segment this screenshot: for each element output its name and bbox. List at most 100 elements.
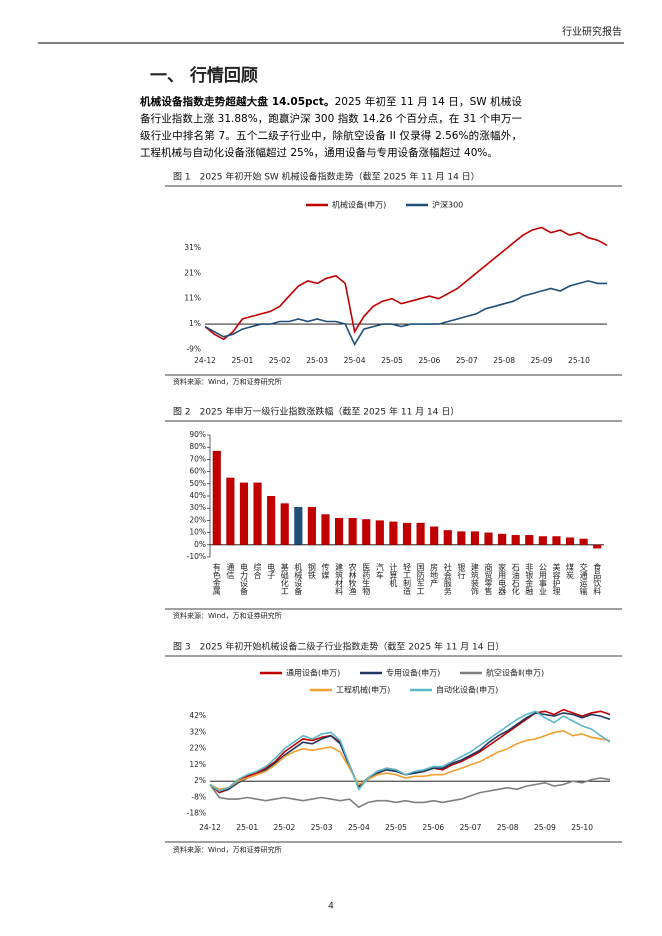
x-tick-label: 25-05: [381, 356, 403, 365]
bar: [239, 482, 249, 545]
bar: [511, 535, 520, 545]
y-tick-label: 1%: [189, 319, 201, 328]
x-tick-label: 25-06: [422, 823, 444, 832]
y-tick-label: -18%: [187, 809, 206, 818]
x-tick-label: 25-06: [418, 356, 440, 365]
x-tick-label: 25-09: [531, 356, 553, 365]
y-tick-label: -9%: [186, 344, 201, 353]
x-tick-label: 25-08: [493, 356, 515, 365]
x-tick-label: 钢铁: [307, 562, 316, 580]
x-tick-label: 通信: [226, 562, 235, 580]
y-tick-label: 20%: [189, 515, 206, 524]
bar: [430, 526, 439, 545]
x-tick-label: 交通运输: [579, 562, 588, 596]
bar: [375, 520, 384, 545]
bar: [402, 522, 412, 545]
x-tick-label: 24-12: [194, 356, 216, 365]
x-tick-label: 有色金属: [212, 562, 221, 596]
bar: [552, 536, 561, 545]
x-tick-label: 美容护理: [552, 562, 561, 595]
x-tick-label: 25-01: [231, 356, 253, 365]
bar: [470, 531, 480, 545]
x-tick-label: 公用事业: [538, 563, 547, 595]
x-tick-label: 25-09: [534, 823, 556, 832]
section-title: 一、 行情回顾: [150, 65, 258, 86]
x-tick-label: 机械设备: [294, 562, 303, 596]
x-tick-label: 建筑装饰: [470, 562, 479, 596]
bar: [389, 521, 398, 545]
legend-label: 自动化设备(申万): [436, 685, 498, 695]
series-line: [209, 710, 611, 792]
x-tick-label: 25-07: [456, 356, 478, 365]
x-tick-label: 国防军工: [416, 563, 425, 595]
bar: [253, 482, 262, 545]
y-tick-label: 50%: [189, 479, 206, 488]
x-tick-label: 汽车: [375, 562, 384, 580]
bar: [267, 496, 276, 545]
y-tick-label: 2%: [194, 776, 206, 785]
x-tick-label: 银行: [457, 562, 466, 580]
header-title: 行业研究报告: [562, 25, 622, 38]
y-tick-label: 60%: [189, 467, 206, 476]
x-tick-label: 建筑材料: [335, 562, 344, 596]
y-tick-label: 21%: [184, 268, 201, 277]
bar: [280, 503, 289, 545]
y-tick-label: 30%: [189, 503, 206, 512]
series-line: [209, 712, 611, 792]
x-tick-label: 25-05: [385, 823, 407, 832]
figure-source: 资料来源：Wind，万和证券研究所: [173, 611, 282, 620]
bar: [457, 531, 466, 545]
x-tick-label: 医药生物: [362, 563, 371, 596]
bar: [565, 537, 575, 545]
series-line: [209, 777, 611, 809]
x-tick-label: 房地产: [430, 562, 439, 588]
bar: [593, 544, 602, 549]
figure-caption: 图 1 2025 年初开始 SW 机械设备指数走势（截至 2025 年 11 月…: [173, 171, 480, 183]
figure-caption: 图 2 2025 年申万一级行业指数涨跌幅（截至 2025 年 11 月 14 …: [173, 406, 459, 418]
x-tick-label: 25-04: [344, 356, 366, 365]
figure-caption: 图 3 2025 年初开始机械设备二级子行业指数走势（截至 2025 年 11 …: [173, 641, 504, 653]
x-tick-label: 25-02: [274, 823, 296, 832]
paragraph-lead: 机械设备指数走势超越大盘 14.05pct。: [140, 96, 335, 108]
x-tick-label: 轻工制造: [403, 562, 412, 596]
y-tick-label: 10%: [189, 528, 206, 537]
x-tick-label: 25-10: [571, 823, 593, 832]
x-tick-label: 电子: [267, 562, 276, 579]
series-line: [209, 729, 611, 791]
x-tick-label: 商贸零售: [484, 562, 493, 596]
bar: [348, 517, 357, 545]
x-tick-label: 25-03: [311, 823, 333, 832]
x-tick-label: 电力设备: [239, 562, 248, 596]
x-tick-label: 25-04: [348, 823, 370, 832]
x-tick-label: 24-12: [199, 823, 221, 832]
y-tick-label: 31%: [184, 243, 201, 252]
paragraph-body: 2025 年初至 11 月 14 日，SW 机械设备行业指数上涨 31.88%，…: [140, 96, 522, 159]
series-line: [204, 280, 607, 347]
bar: [334, 517, 344, 545]
bar: [416, 522, 425, 545]
bar: [484, 532, 493, 545]
bar: [579, 538, 588, 545]
y-tick-label: 12%: [189, 760, 206, 769]
x-tick-label: 综合: [253, 562, 262, 580]
x-tick-label: 基础化工: [280, 562, 289, 595]
y-tick-label: -10%: [187, 552, 206, 561]
bar: [294, 506, 303, 545]
x-tick-label: 农林牧渔: [348, 562, 357, 595]
y-tick-label: 0%: [194, 540, 206, 549]
y-tick-label: 80%: [189, 442, 206, 451]
x-tick-label: 家用电器: [498, 562, 507, 596]
x-tick-label: 社会服务: [443, 562, 452, 596]
bar: [443, 530, 452, 545]
x-tick-label: 石油石化: [511, 563, 520, 596]
legend-label: 通用设备(申万): [286, 668, 340, 678]
y-tick-label: 90%: [189, 430, 206, 439]
x-tick-label: 计算机: [389, 562, 398, 588]
legend-label: 专用设备(申万): [386, 668, 440, 678]
y-tick-label: 70%: [189, 454, 206, 463]
y-tick-label: 32%: [189, 727, 206, 736]
bar: [498, 533, 507, 545]
series-line: [209, 708, 611, 794]
